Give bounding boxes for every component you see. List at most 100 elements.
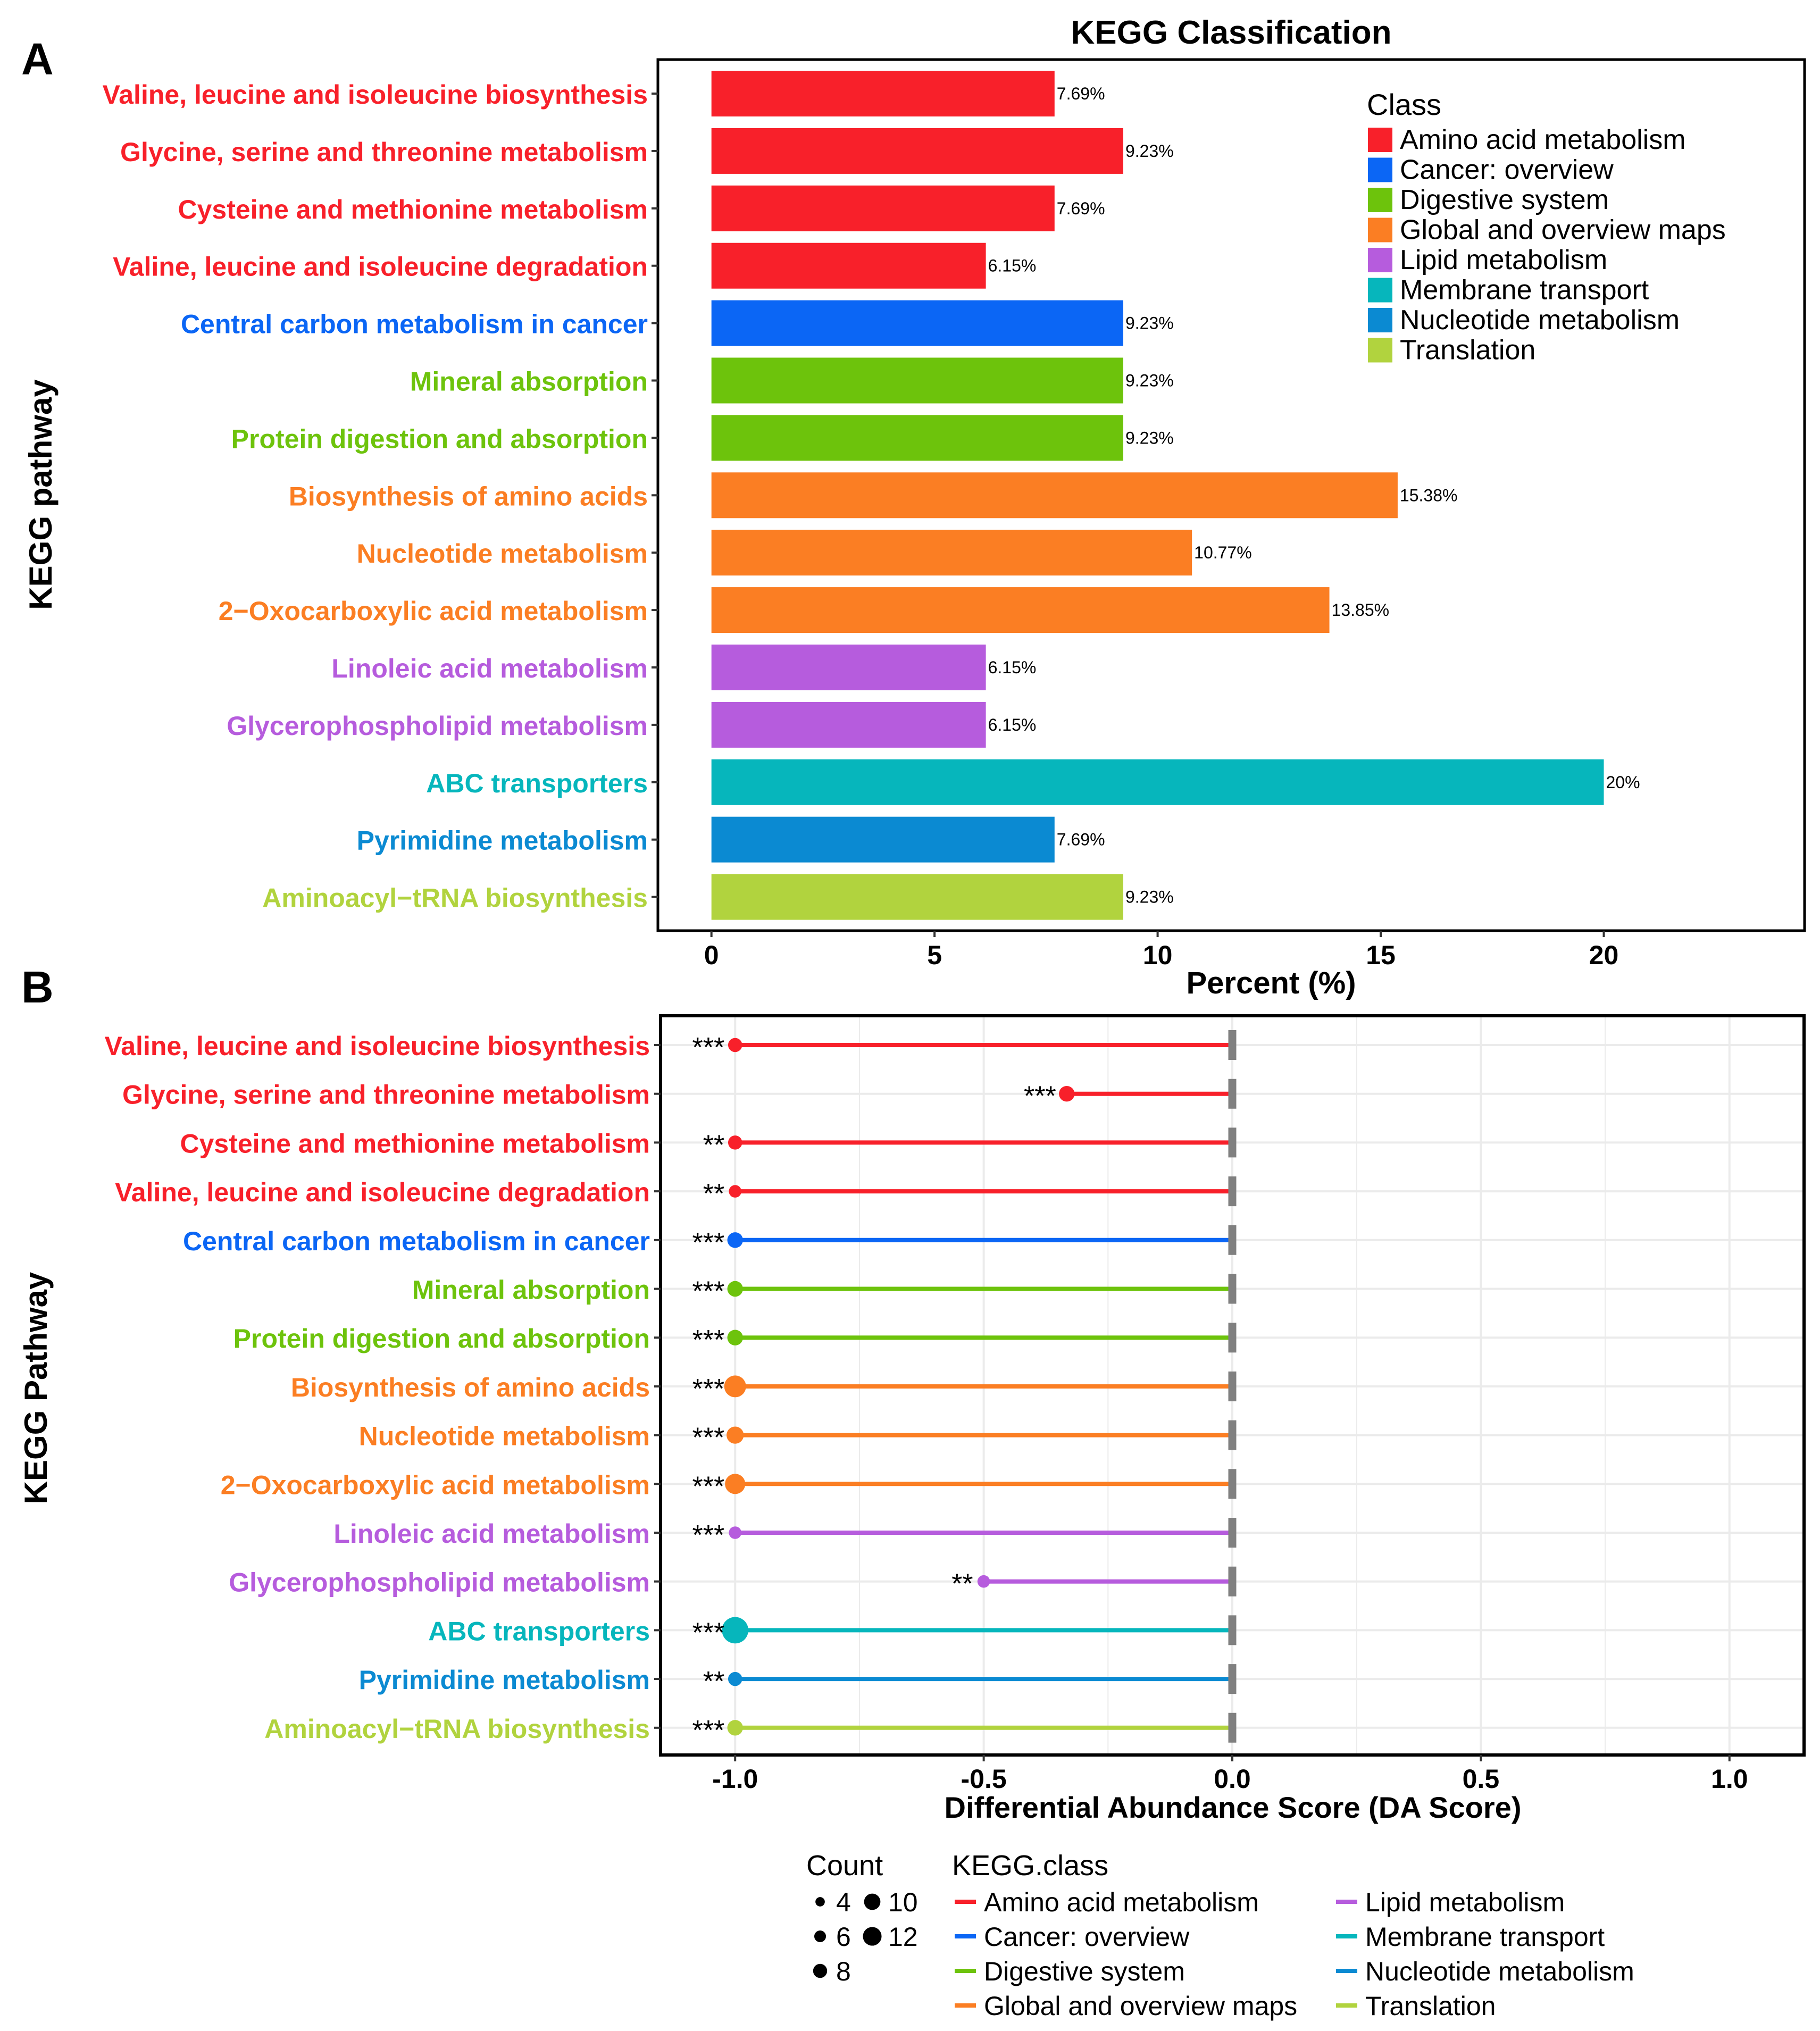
chart-a-bar <box>711 816 1055 863</box>
chart-a-legend-swatch <box>1368 128 1392 152</box>
chart-b-legend-size-title: Count <box>806 1850 883 1882</box>
chart-a-category-label: Cysteine and methionine metabolism <box>178 195 648 224</box>
chart-a-bar <box>711 300 1123 346</box>
chart-a-data-label: 6.15% <box>988 658 1037 677</box>
chart-b-point <box>727 1232 743 1248</box>
chart-b-significance-label: *** <box>692 1520 724 1551</box>
chart-a-category-label: Valine, leucine and isoleucine degradati… <box>113 252 648 282</box>
chart-b-da-score: ****************************************… <box>18 1014 1806 2021</box>
chart-a-data-label: 10.77% <box>1194 543 1252 562</box>
panel-a-label: A <box>21 34 54 84</box>
chart-a-xlabel: Percent (%) <box>1186 966 1356 1000</box>
chart-a-category-label: Protein digestion and absorption <box>231 424 648 454</box>
chart-a-data-label: 9.23% <box>1125 141 1174 161</box>
chart-a-legend-swatch <box>1368 278 1392 303</box>
chart-b-legend-size-label: 6 <box>836 1922 851 1952</box>
chart-b-significance-label: ** <box>951 1569 973 1600</box>
chart-a-category-label: 2−Oxocarboxylic acid metabolism <box>219 596 648 626</box>
chart-b-point <box>727 1330 743 1345</box>
chart-b-legend-size-label: 4 <box>836 1887 851 1917</box>
chart-b-point <box>725 1474 746 1494</box>
chart-a-ylabel: KEGG pathway <box>23 379 59 610</box>
chart-a-legend-entry: Lipid metabolism <box>1400 245 1607 275</box>
chart-a-data-label: 15.38% <box>1400 486 1458 505</box>
chart-b-category-label: Pyrimidine metabolism <box>359 1665 650 1695</box>
chart-a-bar <box>711 759 1604 805</box>
chart-a-category-label: Biosynthesis of amino acids <box>289 481 648 511</box>
chart-a-legend-entry: Translation <box>1400 335 1535 366</box>
chart-b-significance-label: *** <box>1024 1081 1056 1112</box>
chart-a-category-label: Aminoacyl−tRNA biosynthesis <box>262 883 648 913</box>
chart-a-title: KEGG Classification <box>1071 14 1392 51</box>
chart-b-category-label: Nucleotide metabolism <box>359 1422 650 1451</box>
chart-b-significance-label: *** <box>692 1471 724 1502</box>
chart-a-category-label: Mineral absorption <box>410 367 648 397</box>
chart-b-legend-size-dot <box>864 1893 881 1910</box>
chart-a-x-tick-label: 20 <box>1589 940 1619 970</box>
chart-b-legend-color-entry: Membrane transport <box>1365 1922 1605 1952</box>
chart-a-bar <box>711 530 1192 576</box>
chart-b-category-label: Linoleic acid metabolism <box>333 1519 650 1549</box>
chart-b-significance-label: *** <box>692 1276 724 1307</box>
chart-a-x-tick-label: 15 <box>1366 940 1396 970</box>
chart-a-bar <box>711 128 1123 174</box>
chart-a-x-tick-label: 0 <box>704 940 719 970</box>
chart-b-point <box>727 1281 743 1297</box>
chart-a-category-label: Nucleotide metabolism <box>357 539 648 569</box>
chart-a-legend-swatch <box>1368 338 1392 363</box>
chart-b-point <box>728 1671 742 1686</box>
chart-a-data-label: 9.23% <box>1125 314 1174 333</box>
chart-b-legend: Count KEGG.class 4 6 8 10 12 Amino acid metab… <box>806 1850 1634 2021</box>
chart-b-point <box>728 1038 742 1052</box>
chart-a-legend-entry: Membrane transport <box>1400 275 1649 306</box>
chart-b-x-tick-label: 1.0 <box>1711 1764 1748 1794</box>
chart-a-legend-swatch <box>1368 248 1392 272</box>
chart-b-point <box>729 1185 742 1198</box>
chart-b-category-label: Cysteine and methionine metabolism <box>180 1129 650 1158</box>
chart-a-legend-swatch <box>1368 308 1392 332</box>
chart-b-legend-color-title: KEGG.class <box>952 1850 1108 1882</box>
chart-b-legend-color-entry: Lipid metabolism <box>1365 1887 1565 1917</box>
chart-b-legend-size-dot <box>863 1927 882 1946</box>
chart-b-legend-color-entry: Translation <box>1365 1991 1496 2021</box>
chart-a-data-label: 20% <box>1606 773 1640 792</box>
chart-b-legend-color-entry: Nucleotide metabolism <box>1365 1957 1634 1986</box>
chart-a-legend-entry: Nucleotide metabolism <box>1400 305 1680 336</box>
chart-b-significance-label: *** <box>692 1617 724 1648</box>
chart-a-bar <box>711 71 1055 116</box>
chart-a-category-label: Central carbon metabolism in cancer <box>181 310 648 339</box>
chart-b-x-tick-label: 0.5 <box>1463 1764 1500 1794</box>
chart-b-point <box>729 1526 742 1539</box>
chart-b-significance-label: *** <box>692 1423 724 1453</box>
chart-b-point <box>1059 1086 1075 1102</box>
chart-a-legend-entry: Digestive system <box>1400 185 1609 215</box>
chart-b-category-label: Central carbon metabolism in cancer <box>183 1226 650 1256</box>
chart-b-category-label: Mineral absorption <box>412 1275 650 1305</box>
chart-a-legend-swatch <box>1368 157 1392 182</box>
chart-b-significance-label: *** <box>692 1325 724 1356</box>
chart-b-category-label: Biosynthesis of amino acids <box>291 1373 650 1402</box>
chart-b-legend-size-dot <box>814 1930 826 1943</box>
chart-b-category-label: Aminoacyl−tRNA biosynthesis <box>264 1714 650 1744</box>
chart-b-significance-label: ** <box>703 1666 724 1697</box>
chart-b-legend-color-entry: Global and overview maps <box>984 1991 1297 2021</box>
chart-a-data-label: 7.69% <box>1057 84 1105 103</box>
chart-a-data-label: 7.69% <box>1057 199 1105 218</box>
chart-a-data-label: 9.23% <box>1125 428 1174 447</box>
chart-b-point <box>977 1575 990 1588</box>
chart-a-data-label: 13.85% <box>1332 600 1390 620</box>
chart-a-category-label: Glycerophospholipid metabolism <box>227 711 648 741</box>
chart-a-legend-entry: Cancer: overview <box>1400 155 1614 186</box>
chart-b-significance-label: *** <box>692 1374 724 1405</box>
chart-a-data-label: 9.23% <box>1125 371 1174 390</box>
chart-a-bar <box>711 874 1123 920</box>
chart-b-x-tick-label: 0.0 <box>1214 1764 1251 1794</box>
chart-b-legend-color-entry: Amino acid metabolism <box>984 1887 1259 1917</box>
chart-a-category-label: Pyrimidine metabolism <box>357 826 648 856</box>
chart-b-x-tick-label: -0.5 <box>961 1764 1007 1794</box>
chart-a-legend-entry: Global and overview maps <box>1400 215 1726 246</box>
chart-b-legend-size-label: 12 <box>888 1922 918 1952</box>
chart-a-legend-swatch <box>1368 218 1392 243</box>
chart-a-legend-title: Class <box>1367 88 1441 121</box>
